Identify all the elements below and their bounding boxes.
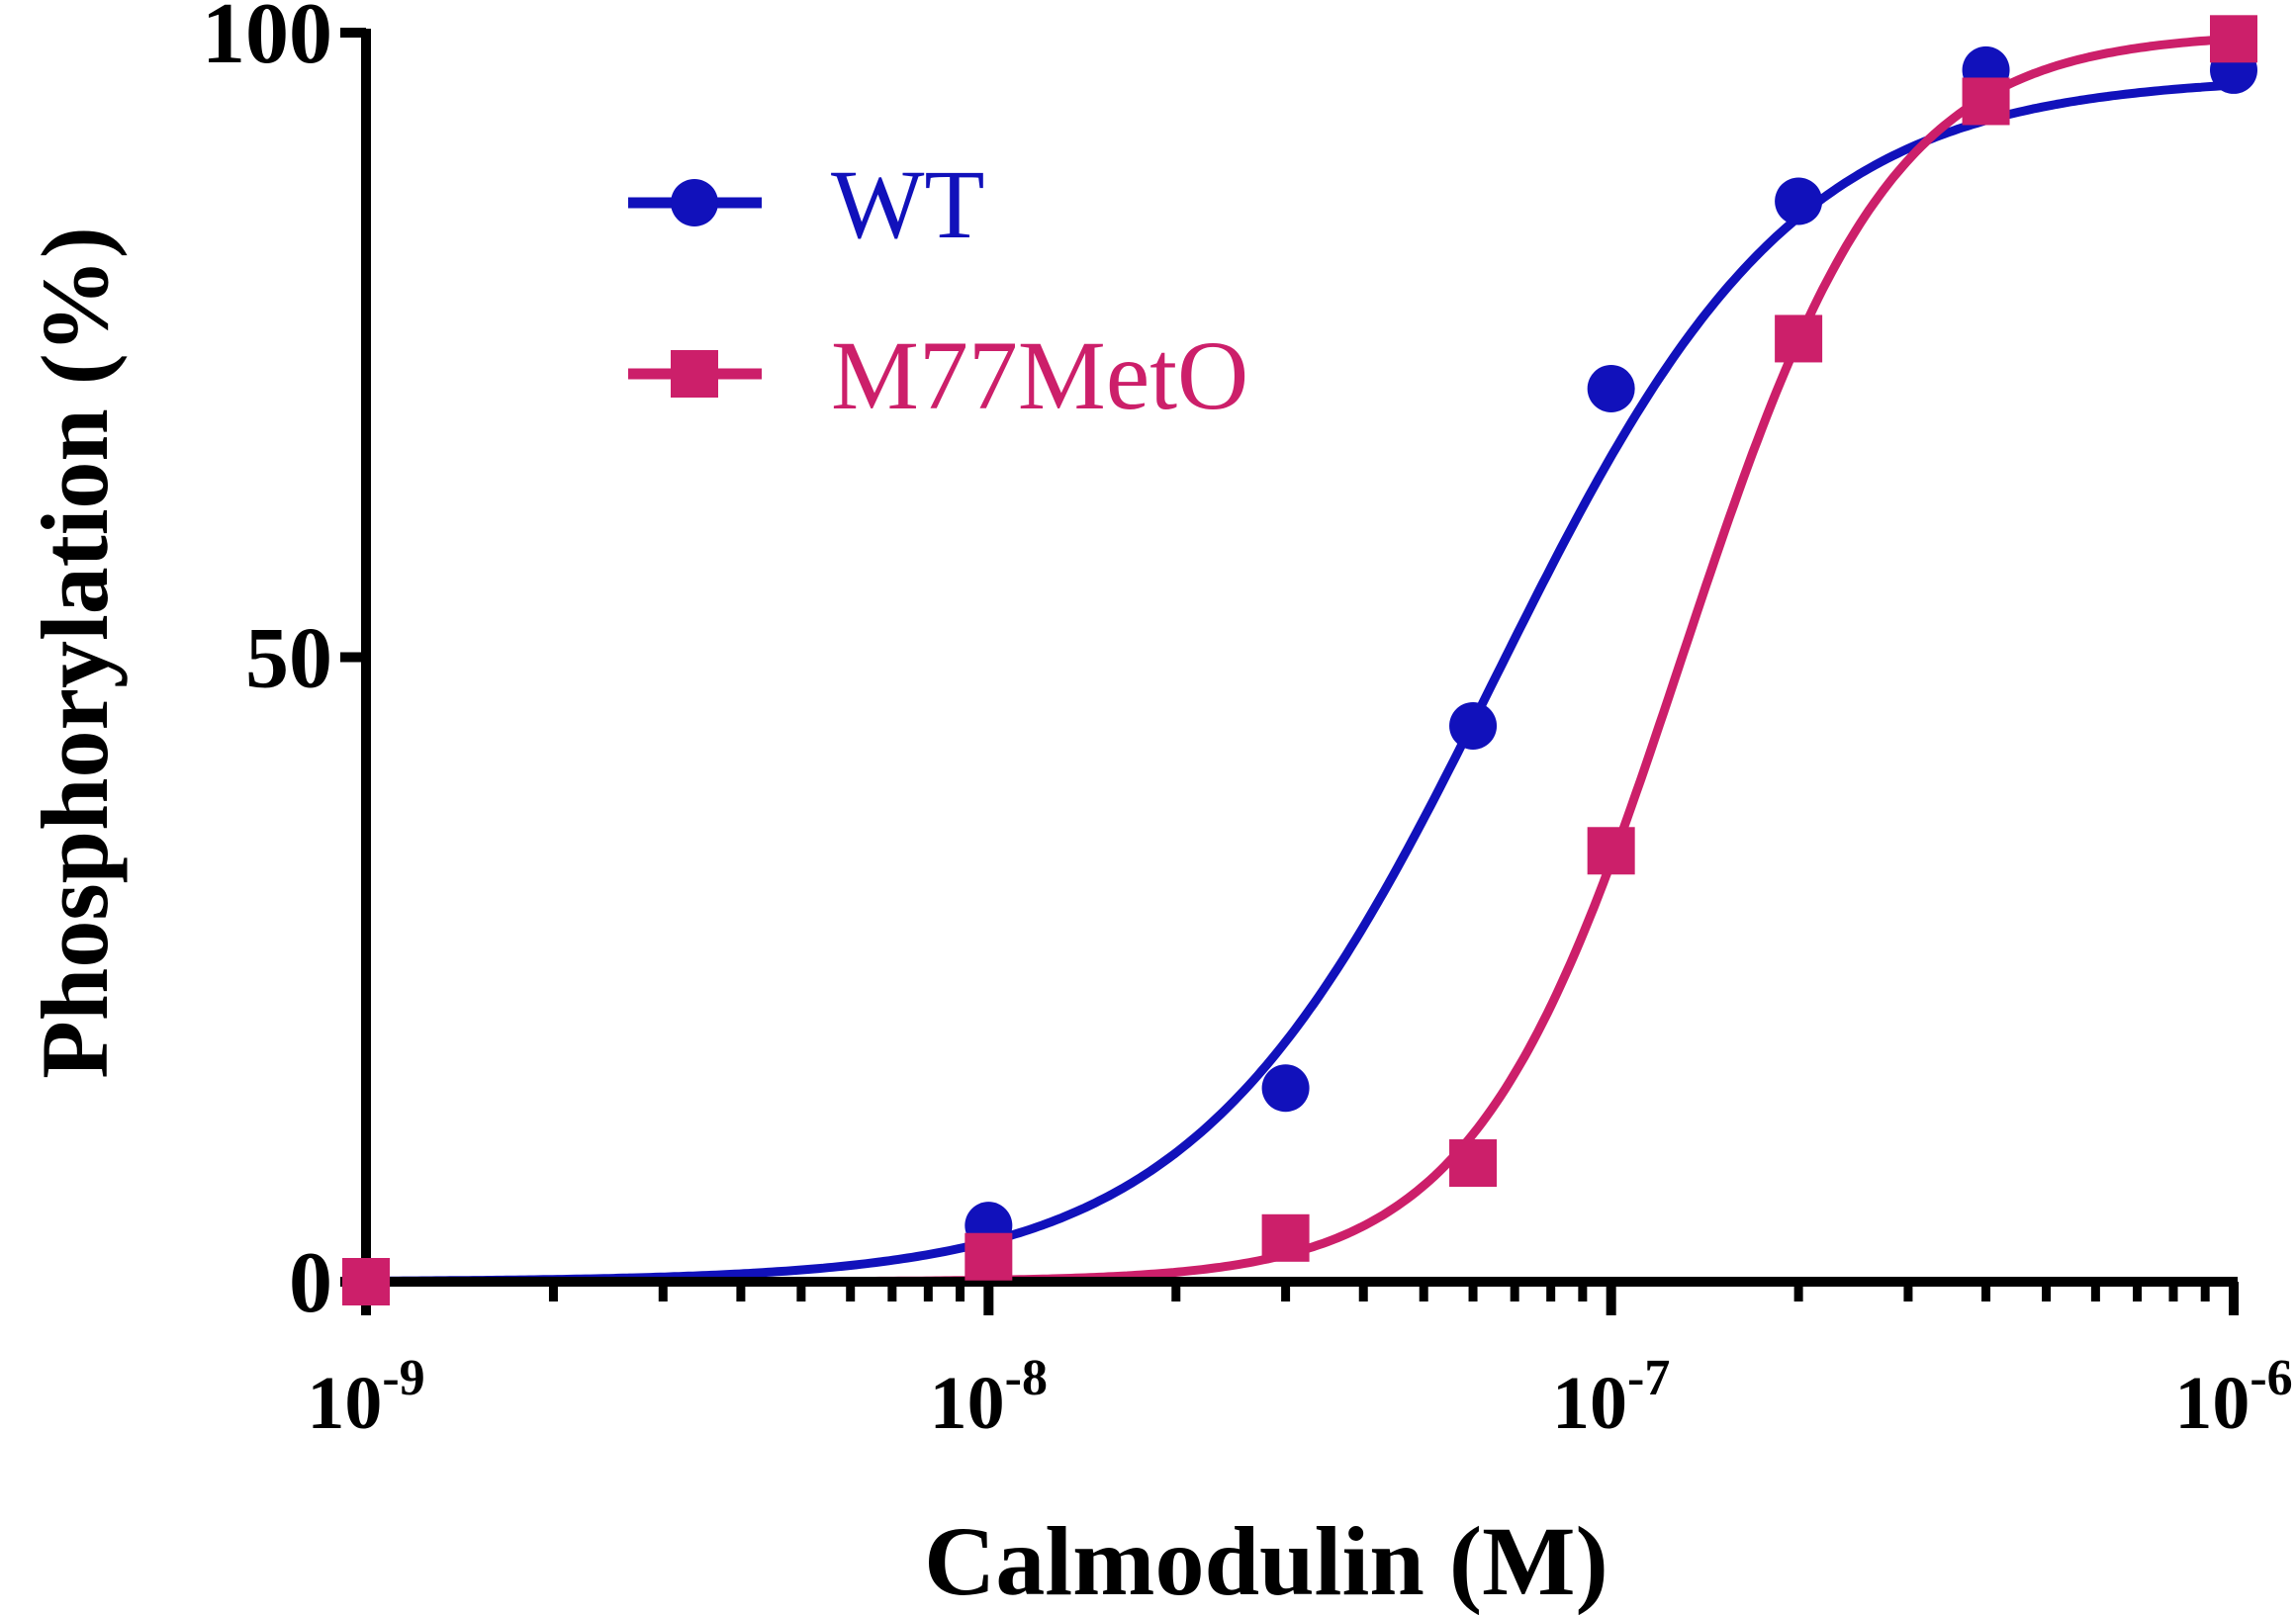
legend: WT M77MetO <box>628 149 1248 430</box>
x-tick-label: 10-9 <box>307 1350 424 1445</box>
x-axis-title: Calmodulin (M) <box>924 1506 1608 1615</box>
data-points <box>342 15 2257 1305</box>
axes: 0 50 100 10-9 10-8 10-7 10-6 <box>202 0 2293 1445</box>
point-wt <box>1775 177 1823 225</box>
point-m77meto <box>964 1232 1013 1281</box>
legend-marker-wt <box>671 179 718 226</box>
point-m77meto <box>1587 827 1635 875</box>
y-tick-label: 0 <box>289 1235 332 1331</box>
y-tick-label: 50 <box>245 611 332 707</box>
point-wt <box>1449 701 1498 750</box>
legend-label-wt: WT <box>831 149 984 259</box>
y-tick-label: 100 <box>202 0 332 82</box>
legend-label-m77meto: M77MetO <box>831 320 1248 430</box>
x-tick-label: 10-6 <box>2174 1350 2292 1445</box>
legend-marker-m77meto <box>671 350 718 398</box>
point-m77meto <box>1449 1139 1498 1188</box>
point-m77meto <box>1775 314 1823 363</box>
point-m77meto <box>342 1258 390 1305</box>
point-wt <box>1261 1064 1310 1113</box>
x-tick-label: 10-7 <box>1552 1350 1670 1445</box>
x-tick-label: 10-8 <box>930 1350 1048 1445</box>
point-m77meto <box>2210 15 2257 63</box>
y-axis-title: Phosphorylation (%) <box>22 226 128 1078</box>
point-m77meto <box>1962 77 2010 126</box>
point-m77meto <box>1261 1213 1310 1262</box>
point-wt <box>1587 364 1635 412</box>
